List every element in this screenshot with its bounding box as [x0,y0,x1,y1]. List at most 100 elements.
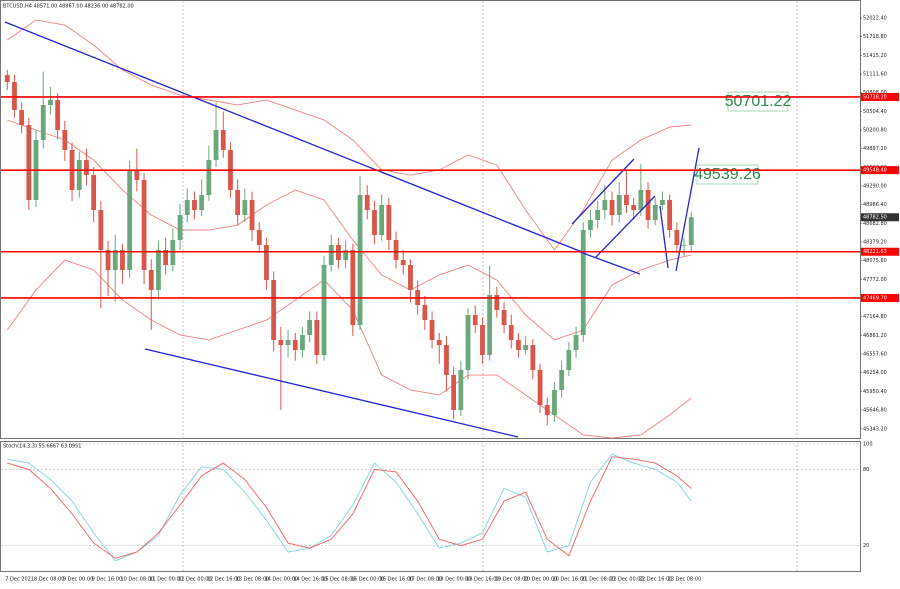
candle-body [508,325,514,340]
candle-body [667,199,673,231]
separators [182,1,798,571]
y-tick-label: 49290.00 [863,184,887,190]
y-tick-label: 46557.60 [863,352,887,358]
level-label: 47469.70 [863,295,887,301]
x-tick-label: 14 Dec 00:00 [264,577,298,583]
stoch-panel [0,441,861,572]
x-tick-label: 20 Dec 00:00 [524,577,558,583]
candle-body [156,249,161,290]
x-tick-label: 18 Dec 16:00 [466,577,500,583]
candle-body [98,210,104,250]
candle-body [213,130,219,161]
candle-body [436,339,442,346]
y-tick-label: 45646.80 [863,408,887,414]
y-tick-label: 80 [863,467,869,473]
x-tick-label: 17 Dec 08:00 [408,577,442,583]
candle-body [379,204,385,235]
level-label-box [861,92,899,101]
candle-body [4,75,10,82]
y-tick-label: 50504.40 [863,109,887,115]
candle-body [134,169,140,181]
candle-body [127,169,133,270]
candle-body [588,219,593,231]
candle-body [624,195,629,205]
candle-body [364,195,370,211]
candle-body [76,160,82,190]
y-tick-label: 48986.40 [863,202,887,208]
x-tick-label: 9 Dec 00:00 [63,577,93,583]
candle-body [177,215,183,240]
candle-body [602,199,608,211]
x-tick-label: 18 Dec 00:00 [437,577,471,583]
y-tick-label: 47164.80 [863,314,887,320]
candle-body [487,295,493,355]
candle-body [573,334,579,350]
candle-body [120,249,125,270]
y-tick-label: 100 [863,442,873,448]
y-tick-label: 50200.80 [863,128,887,134]
candle-body [393,239,399,261]
x-tick-label: 23 Dec 08:00 [668,577,702,583]
trendline [659,205,669,269]
candle-body [242,199,248,216]
y-tick-label: 48379.20 [863,240,887,246]
candle-body [681,245,687,246]
candle-body [285,339,291,346]
last-price-box [861,213,899,222]
x-tick-label: 22 Dec 16:00 [639,577,673,583]
candle-body [494,295,500,311]
trendline [4,21,583,253]
candle-body [530,345,536,370]
x-tick-label: 10 Dec 08:00 [120,577,154,583]
candle-body [55,99,61,131]
annotation: 50701.22 [725,91,792,112]
y-tick-label: 45343.20 [863,426,887,432]
candle-body [631,204,637,211]
candle-body [638,189,644,211]
candle-body [112,249,118,270]
candle-body [458,369,464,411]
level-label: 48221.63 [863,249,887,255]
candle-body [84,160,89,176]
candle-body [256,230,262,246]
trendline [579,251,641,275]
x-tick-label: 20 Dec 16:00 [552,577,586,583]
candle-body [300,334,305,350]
candle-body [19,110,25,126]
candle-body [422,304,428,320]
annotation-text: 50701.22 [725,93,792,110]
x-tick-label: 15 Dec 08:00 [322,577,356,583]
x-tick-label: 16 Dec 00:00 [351,577,385,583]
y-tick-label: 48075.60 [863,258,887,264]
y-tick-label: 51111.60 [863,72,887,78]
candle-body [386,204,392,240]
candle-body [249,199,255,231]
candle-body [544,404,550,415]
x-tick-label: 22 Dec 00:00 [610,577,644,583]
annotation: 49539.26 [694,164,761,185]
x-tick-label: 13 Dec 08:00 [236,577,270,583]
stoch-main [7,456,692,559]
level-label-box [861,247,899,256]
y-tick-label: 45950.40 [863,389,887,395]
candle-body [148,269,154,290]
bollinger-upper [6,19,692,251]
candle-body [660,199,665,205]
level-label-box [861,293,899,302]
y-tick-label: 46254.00 [863,370,887,376]
candle-body [372,210,377,235]
candle-body [472,315,478,326]
candle-body [688,217,694,246]
candle-body [645,189,651,220]
candle-body [523,345,529,350]
candle-body [566,349,572,370]
x-tick-label: 7 Dec 2021 [5,577,34,583]
candle-body [292,339,298,350]
candle-body [199,195,205,211]
x-tick-label: 19 Dec 08:00 [495,577,529,583]
candle-body [141,180,147,270]
candle-body [501,310,507,326]
level-label: 50738.20 [863,94,887,100]
level-label-box [861,166,899,175]
